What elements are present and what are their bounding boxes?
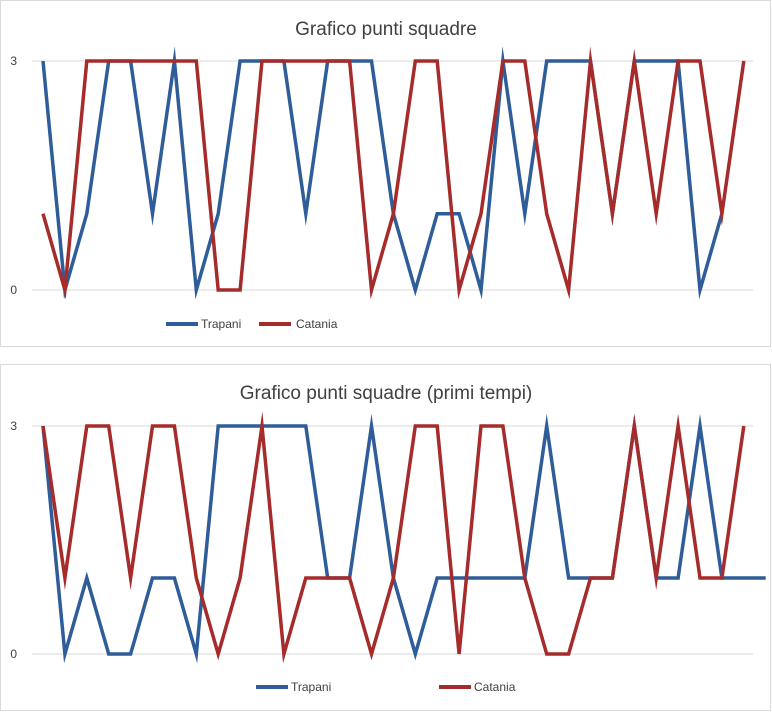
chart-panel-1: Grafico punti squadre 0 3 Trapani Catania — [0, 0, 771, 347]
chart-2-series-catania-line — [41, 411, 746, 664]
chart-1-title: Grafico punti squadre — [295, 19, 477, 40]
chart-1-legend-label-catania: Catania — [296, 317, 338, 331]
chart-2-legend-label-trapani: Trapani — [291, 680, 331, 694]
chart-2-series-trapani-line — [41, 413, 766, 664]
chart-2-y-tick-label: 3 — [10, 419, 17, 433]
chart-1-y-tick-label: 0 — [10, 283, 17, 297]
chart-1-svg: Grafico punti squadre 0 3 Trapani Catania — [10, 19, 753, 331]
chart-2-legend-label-catania: Catania — [474, 680, 516, 694]
chart-1-y-tick-label: 3 — [10, 54, 17, 68]
chart-2-svg: Grafico punti squadre (primi tempi) 0 3 Tra… — [10, 383, 766, 694]
chart-panel-2: Grafico punti squadre (primi tempi) 0 3 Tra… — [0, 364, 771, 711]
chart-2-y-tick-label: 0 — [10, 647, 17, 661]
chart-1-legend-label-trapani: Trapani — [201, 317, 241, 331]
chart-1-series-catania-line — [41, 46, 746, 300]
chart-2-title: Grafico punti squadre (primi tempi) — [240, 383, 533, 404]
